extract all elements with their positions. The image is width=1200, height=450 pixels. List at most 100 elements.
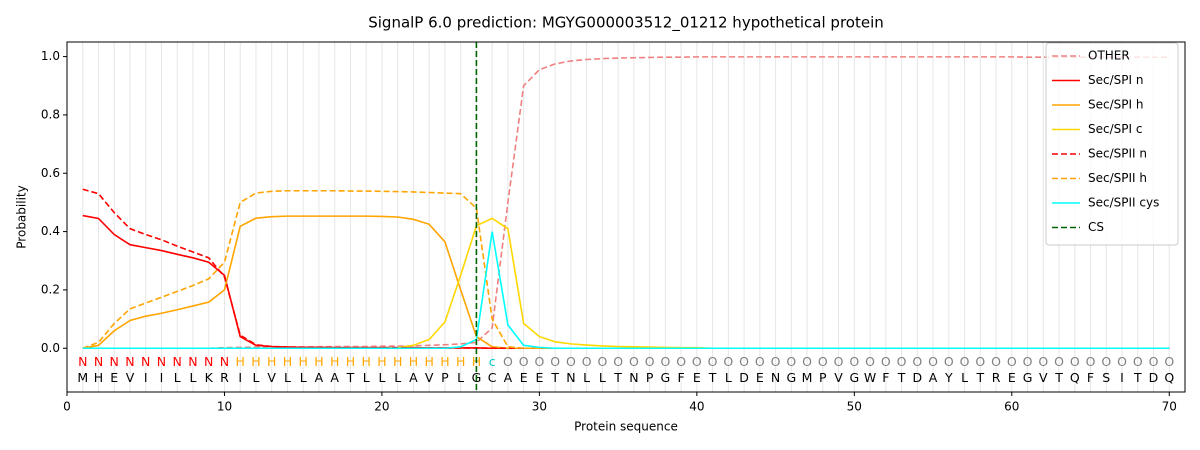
series-line xyxy=(82,217,1170,350)
region-label: H xyxy=(440,354,449,369)
residue: T xyxy=(708,370,717,385)
region-label: O xyxy=(802,354,812,369)
x-tick-label: 50 xyxy=(847,400,862,414)
legend-label: Sec/SPI c xyxy=(1088,122,1142,136)
region-label: O xyxy=(960,354,970,369)
y-tick-label: 0.8 xyxy=(41,107,60,121)
region-label: H xyxy=(330,354,339,369)
x-tick-label: 40 xyxy=(689,400,704,414)
region-label: O xyxy=(660,354,670,369)
y-tick-label: 1.0 xyxy=(41,49,60,63)
residue: I xyxy=(160,370,164,385)
residue: L xyxy=(300,370,307,385)
region-label: O xyxy=(613,354,623,369)
x-tick-label: 70 xyxy=(1162,400,1177,414)
residue: P xyxy=(819,370,827,385)
residue: F xyxy=(882,370,889,385)
region-label: H xyxy=(361,354,370,369)
residue: L xyxy=(284,370,291,385)
residue: E xyxy=(110,370,118,385)
region-label: N xyxy=(204,354,213,369)
x-tick-label: 10 xyxy=(217,400,232,414)
residue: K xyxy=(205,370,214,385)
residue: L xyxy=(378,370,385,385)
residue: I xyxy=(1120,370,1124,385)
residue: M xyxy=(802,370,813,385)
region-label: O xyxy=(1054,354,1064,369)
region-label: H xyxy=(377,354,386,369)
residue: L xyxy=(457,370,464,385)
residue: R xyxy=(220,370,229,385)
residue: T xyxy=(897,370,906,385)
x-axis-label: Protein sequence xyxy=(574,420,678,434)
residue: F xyxy=(1087,370,1094,385)
region-label: O xyxy=(629,354,639,369)
residue: T xyxy=(1054,370,1063,385)
residue: F xyxy=(678,370,685,385)
legend: OTHER Sec/SPI n Sec/SPI h Sec/SPI c Sec/SPII… xyxy=(1045,42,1179,246)
residue: L xyxy=(252,370,259,385)
region-label: N xyxy=(141,354,150,369)
region-label: H xyxy=(298,354,307,369)
y-tick-label: 0.4 xyxy=(41,224,60,238)
region-label: O xyxy=(597,354,607,369)
region-label: H xyxy=(267,354,276,369)
region-label: O xyxy=(897,354,907,369)
residue: Q xyxy=(1070,370,1080,385)
region-label: O xyxy=(566,354,576,369)
plot-frame xyxy=(66,41,1186,393)
region-label: O xyxy=(1038,354,1048,369)
residue: G xyxy=(661,370,671,385)
x-tick-label: 0 xyxy=(63,400,71,414)
region-label: O xyxy=(771,354,781,369)
region-label: O xyxy=(582,354,592,369)
residue: L xyxy=(363,370,370,385)
region-label: N xyxy=(125,354,134,369)
series-line xyxy=(82,56,1170,350)
legend-label: OTHER xyxy=(1088,49,1130,63)
region-label: O xyxy=(1117,354,1127,369)
region-label: O xyxy=(1007,354,1017,369)
residue: M xyxy=(77,370,88,385)
residue: T xyxy=(613,370,622,385)
y-tick-label: 0.0 xyxy=(41,341,60,355)
region-label: O xyxy=(645,354,655,369)
residue: T xyxy=(1133,370,1142,385)
residue: E xyxy=(693,370,701,385)
region-label: N xyxy=(173,354,182,369)
region-label: H xyxy=(236,354,245,369)
region-label: O xyxy=(534,354,544,369)
residue: Y xyxy=(944,370,953,385)
residue: R xyxy=(992,370,1001,385)
y-tick-label: 0.2 xyxy=(41,282,60,296)
legend-label: Sec/SPII h xyxy=(1088,171,1147,185)
region-label: O xyxy=(708,354,718,369)
region-label: H xyxy=(314,354,323,369)
region-label: H xyxy=(424,354,433,369)
region-label: O xyxy=(786,354,796,369)
residue: E xyxy=(1008,370,1016,385)
residue: N xyxy=(771,370,780,385)
chart-title: SignalP 6.0 prediction: MGYG000003512_01… xyxy=(368,14,884,33)
region-label: N xyxy=(110,354,119,369)
residue: Q xyxy=(1164,370,1174,385)
region-label: O xyxy=(550,354,560,369)
region-label: N xyxy=(94,354,103,369)
residue: G xyxy=(849,370,859,385)
region-label: O xyxy=(1133,354,1143,369)
region-label: c xyxy=(489,354,496,369)
region-label: O xyxy=(755,354,765,369)
residue: E xyxy=(520,370,528,385)
residue: A xyxy=(504,370,513,385)
legend-label: Sec/SPI n xyxy=(1088,73,1143,87)
region-label: O xyxy=(723,354,733,369)
region-label: H xyxy=(283,354,292,369)
legend-label: Sec/SPII n xyxy=(1088,147,1147,161)
residue: E xyxy=(535,370,543,385)
residue: V xyxy=(267,370,276,385)
x-tick-label: 30 xyxy=(532,400,547,414)
region-label: O xyxy=(1149,354,1159,369)
residue: I xyxy=(238,370,242,385)
region-label: N xyxy=(188,354,197,369)
